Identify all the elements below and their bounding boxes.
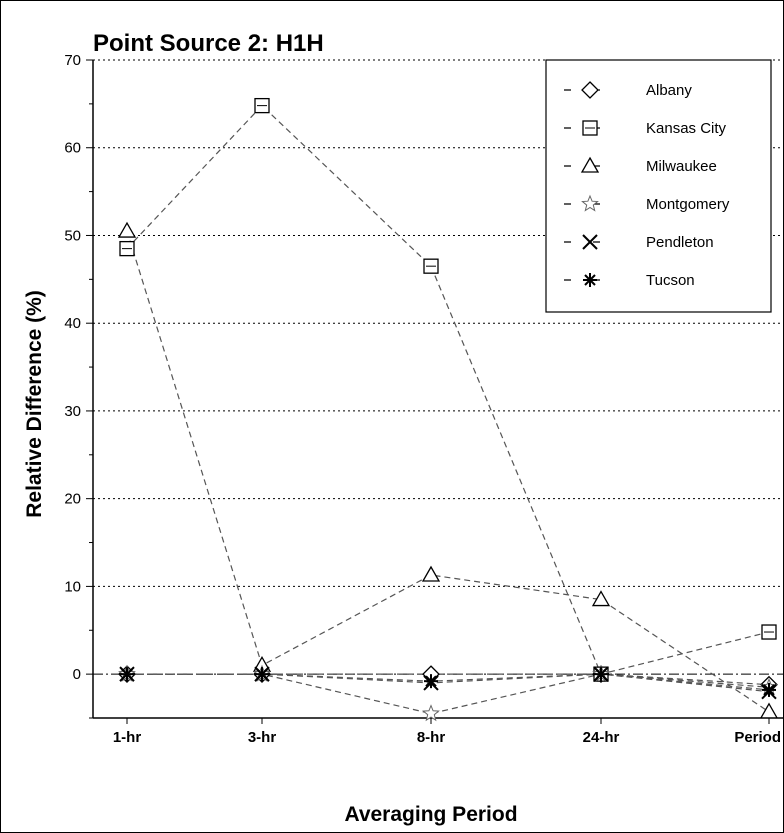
data-point-kansas-city — [254, 97, 270, 114]
data-point-milwaukee — [421, 565, 441, 582]
series-line-pendleton — [127, 673, 770, 693]
legend-marker — [580, 156, 600, 173]
legend-marker — [581, 194, 599, 212]
data-point-montgomery — [422, 704, 440, 722]
chart-title: Point Source 2: H1H — [93, 30, 324, 57]
data-point-kansas-city — [423, 258, 439, 274]
data-point-tucson — [255, 667, 269, 682]
data-point-milwaukee — [117, 221, 137, 238]
series-line-milwaukee — [126, 230, 770, 713]
legend-label: Albany — [646, 82, 692, 99]
y-tick-label: 20 — [64, 491, 81, 508]
x-tick-label: 24-hr — [583, 729, 620, 746]
data-point-tucson — [762, 682, 776, 697]
legend-marker — [581, 81, 599, 99]
axes: 0 10 20 30 40 50 60 70 1-hr 3-hr 8-hr 24-hr Period — [64, 52, 783, 746]
legend-label: Pendleton — [646, 234, 714, 251]
y-axis-title: Relative Difference (%) — [23, 290, 46, 518]
data-point-tucson — [120, 667, 134, 682]
data-point-tucson — [424, 674, 438, 689]
x-tick-label: 8-hr — [417, 729, 446, 746]
x-tick-label: 3-hr — [248, 729, 277, 746]
y-tick-label: 10 — [64, 578, 81, 595]
y-tick-label: 60 — [64, 140, 81, 157]
y-tick-label: 50 — [64, 227, 81, 244]
data-point-tucson — [594, 667, 608, 682]
data-point-kansas-city — [119, 240, 135, 257]
data-point-kansas-city — [761, 624, 777, 640]
legend-label: Tucson — [646, 272, 695, 289]
series-line-kansas-city — [126, 104, 770, 675]
gridlines — [93, 59, 783, 587]
x-axis-title: Averaging Period — [344, 803, 517, 826]
data-point-milwaukee — [591, 590, 611, 607]
y-tick-label: 70 — [64, 52, 81, 69]
legend-label: Kansas City — [646, 120, 727, 137]
data-point-milwaukee — [759, 702, 779, 719]
legend-label: Montgomery — [646, 196, 730, 213]
legend-label: Milwaukee — [646, 158, 717, 175]
legend-marker — [582, 120, 598, 136]
x-tick-label: 1-hr — [113, 729, 142, 746]
legend-marker — [583, 273, 597, 287]
y-tick-label: 0 — [73, 666, 81, 683]
y-tick-label: 40 — [64, 315, 81, 332]
series-markers — [117, 97, 779, 722]
y-tick-label: 30 — [64, 403, 81, 420]
legend-marker — [582, 234, 598, 250]
legend: Albany Kansas City Milwaukee Montgomery Pend… — [545, 59, 772, 313]
x-tick-label: Period — [734, 729, 781, 746]
legend-box — [545, 59, 772, 313]
